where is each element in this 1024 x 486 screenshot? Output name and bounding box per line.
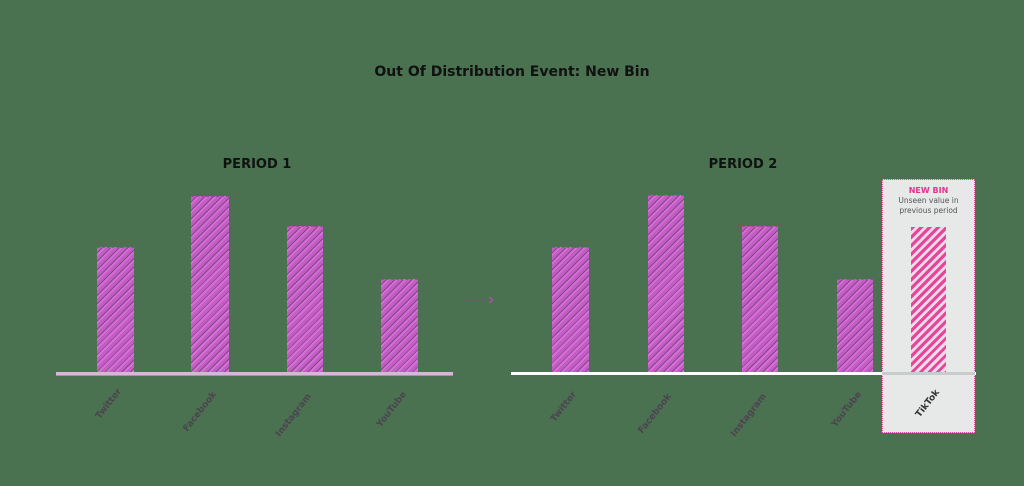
period1-title: PERIOD 1 [222,157,292,172]
p1-label-twitter: Twitter [94,386,124,422]
arrow-right-icon [462,296,494,304]
p2-label-youtube: YouTube [829,389,864,430]
p1-bar-youtube [381,279,418,374]
period2-title: PERIOD 2 [708,157,778,172]
p2-bar-instagram [742,226,778,374]
p2-label-instagram: Instagram [729,391,769,439]
p1-bar-facebook [191,196,229,374]
p1-bar-instagram [287,226,323,374]
new-bin-subtitle-line2: previous period [899,206,958,215]
p2-bar-youtube [837,279,873,374]
p1-axis [56,372,453,376]
p2-bar-facebook [648,195,684,374]
new-bin-title: NEW BIN [908,186,949,195]
p2-bar-tiktok [911,227,946,373]
chart-title: Out Of Distribution Event: New Bin [374,64,650,80]
p2-label-twitter: Twitter [549,389,579,425]
p2-bar-twitter [552,247,589,374]
p1-bar-twitter [97,247,134,374]
p1-label-instagram: Instagram [274,391,314,439]
p2-label-facebook: Facebook [636,391,674,436]
new-bin-subtitle-line1: Unseen value in [898,196,959,205]
p1-label-facebook: Facebook [181,389,219,434]
new-bin-subtitle: Unseen value in previous period [882,196,975,216]
new-bin-axis [882,372,975,375]
p2-axis [511,372,976,375]
p1-label-youtube: YouTube [374,389,409,430]
